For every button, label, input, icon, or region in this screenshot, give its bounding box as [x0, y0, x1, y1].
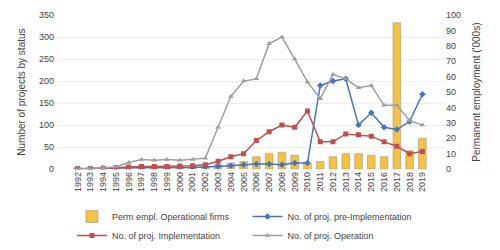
svg-text:1993: 1993 — [85, 172, 95, 192]
svg-text:2018: 2018 — [405, 172, 415, 192]
svg-text:2000: 2000 — [175, 172, 185, 192]
svg-text:2008: 2008 — [277, 172, 287, 192]
svg-text:10: 10 — [446, 149, 456, 159]
svg-text:1992: 1992 — [73, 172, 83, 192]
svg-text:1996: 1996 — [124, 172, 134, 192]
svg-text:Number of projects by status: Number of projects by status — [16, 28, 27, 155]
svg-text:100: 100 — [446, 10, 461, 20]
svg-text:2017: 2017 — [392, 172, 402, 192]
svg-text:20: 20 — [446, 133, 456, 143]
svg-text:30: 30 — [446, 118, 456, 128]
svg-text:2019: 2019 — [417, 172, 427, 192]
svg-text:2012: 2012 — [328, 172, 338, 192]
svg-text:2006: 2006 — [251, 172, 261, 192]
svg-text:2002: 2002 — [200, 172, 210, 192]
svg-text:200: 200 — [39, 76, 54, 86]
svg-text:2010: 2010 — [302, 172, 312, 192]
svg-text:1995: 1995 — [111, 172, 121, 192]
svg-text:2005: 2005 — [239, 172, 249, 192]
svg-text:50: 50 — [44, 142, 54, 152]
svg-text:80: 80 — [446, 41, 456, 51]
svg-text:Perm empl. Operational firms: Perm empl. Operational firms — [112, 212, 230, 222]
svg-text:0: 0 — [446, 164, 451, 174]
svg-text:2015: 2015 — [366, 172, 376, 192]
svg-text:No. of proj. Operation: No. of proj. Operation — [288, 231, 374, 241]
svg-text:40: 40 — [446, 103, 456, 113]
svg-text:2004: 2004 — [226, 172, 236, 192]
svg-text:2016: 2016 — [379, 172, 389, 192]
svg-text:2007: 2007 — [264, 172, 274, 192]
svg-text:350: 350 — [39, 10, 54, 20]
svg-text:2009: 2009 — [290, 172, 300, 192]
svg-text:1997: 1997 — [136, 172, 146, 192]
svg-text:90: 90 — [446, 26, 456, 36]
svg-text:0: 0 — [49, 164, 54, 174]
svg-text:2014: 2014 — [353, 172, 363, 192]
svg-text:2013: 2013 — [341, 172, 351, 192]
svg-text:300: 300 — [39, 32, 54, 42]
svg-text:100: 100 — [39, 120, 54, 130]
svg-text:50: 50 — [446, 87, 456, 97]
svg-text:1999: 1999 — [162, 172, 172, 192]
svg-text:70: 70 — [446, 56, 456, 66]
svg-text:1998: 1998 — [149, 172, 159, 192]
svg-text:250: 250 — [39, 54, 54, 64]
svg-text:No. of proj. Implementation: No. of proj. Implementation — [112, 231, 220, 241]
svg-text:60: 60 — [446, 72, 456, 82]
svg-text:Permanent employment ('000s): Permanent employment ('000s) — [471, 22, 482, 161]
svg-text:No. of proj. pre-Implementatio: No. of proj. pre-Implementation — [288, 212, 412, 222]
svg-text:2001: 2001 — [187, 172, 197, 192]
svg-text:150: 150 — [39, 98, 54, 108]
svg-text:2011: 2011 — [315, 172, 325, 191]
svg-text:2003: 2003 — [213, 172, 223, 192]
svg-text:1994: 1994 — [98, 172, 108, 192]
